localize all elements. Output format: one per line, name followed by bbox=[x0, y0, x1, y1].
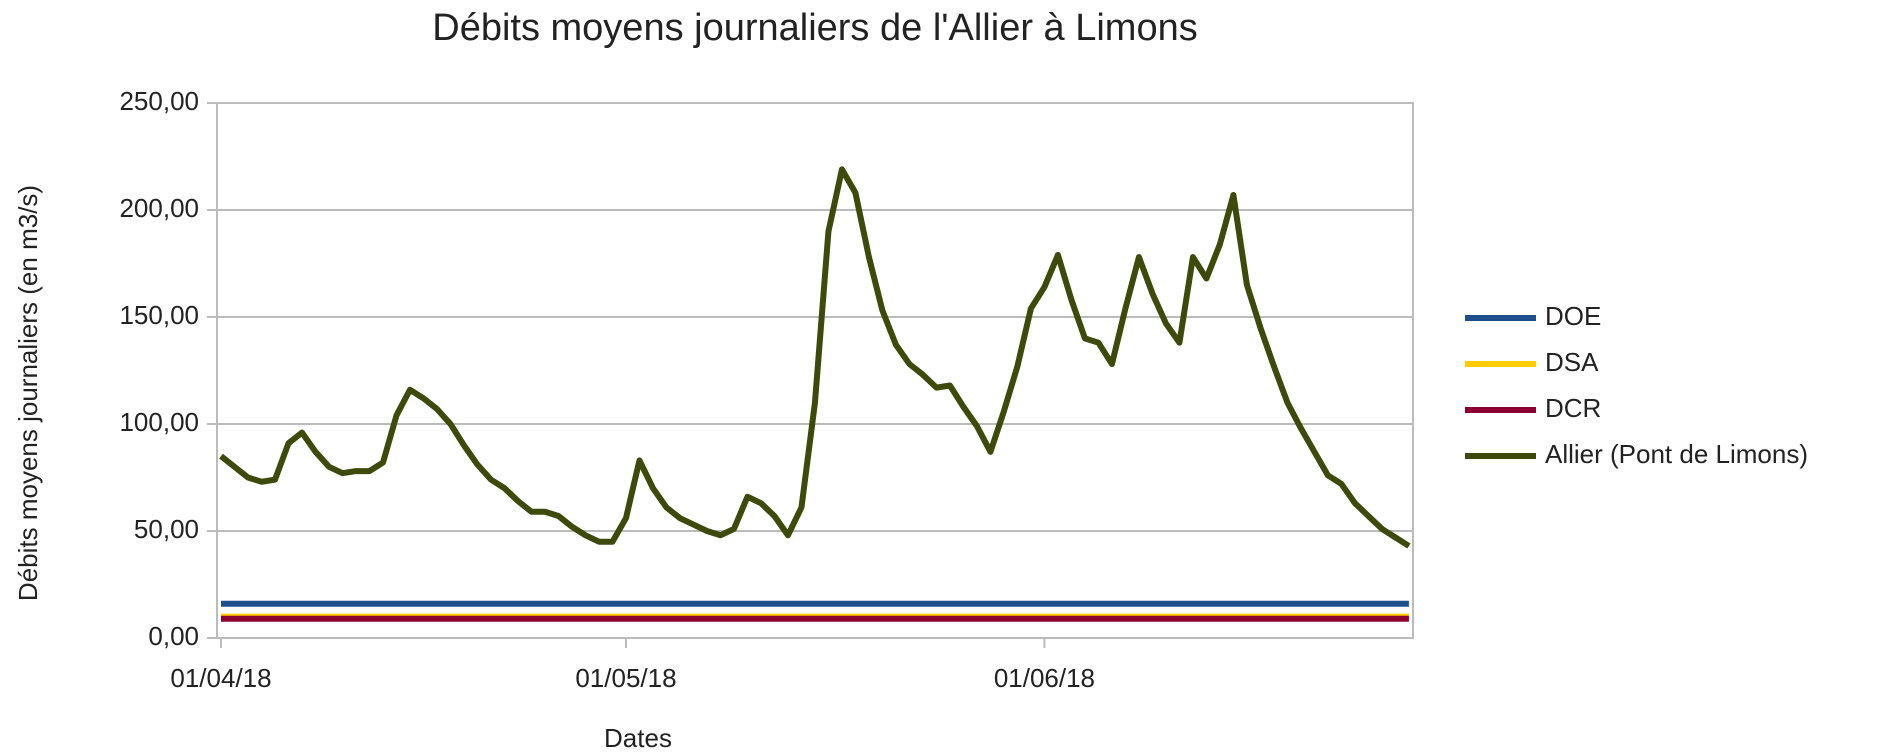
x-tick-label: 01/05/18 bbox=[575, 663, 676, 693]
x-tick-label: 01/06/18 bbox=[994, 663, 1095, 693]
legend-label: DOE bbox=[1545, 301, 1601, 331]
y-tick-label: 150,00 bbox=[119, 300, 199, 330]
y-axis-label: Débits moyens journaliers (en m3/s) bbox=[13, 185, 43, 601]
y-tick-label: 50,00 bbox=[134, 514, 199, 544]
legend-label: Allier (Pont de Limons) bbox=[1545, 439, 1808, 469]
y-tick-label: 200,00 bbox=[119, 193, 199, 223]
chart-title: Débits moyens journaliers de l'Allier à … bbox=[432, 7, 1197, 49]
x-tick-label: 01/04/18 bbox=[170, 663, 271, 693]
series-line bbox=[219, 166, 1411, 549]
y-tick-label: 0,00 bbox=[148, 621, 199, 651]
y-tick-label: 250,00 bbox=[119, 86, 199, 116]
x-axis-label: Dates bbox=[604, 723, 672, 753]
legend-label: DCR bbox=[1545, 393, 1601, 423]
legend-label: DSA bbox=[1545, 347, 1599, 377]
y-tick-label: 100,00 bbox=[119, 407, 199, 437]
